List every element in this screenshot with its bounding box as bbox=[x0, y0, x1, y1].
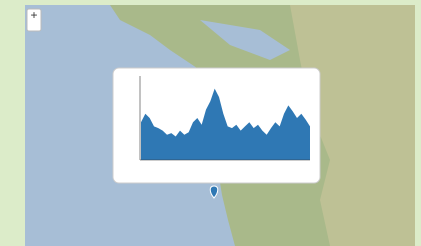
map-view: + bbox=[0, 0, 421, 246]
zoom-in[interactable]: + bbox=[30, 8, 37, 22]
page: + (() => { const data = JSON.parse(docum… bbox=[0, 0, 421, 246]
